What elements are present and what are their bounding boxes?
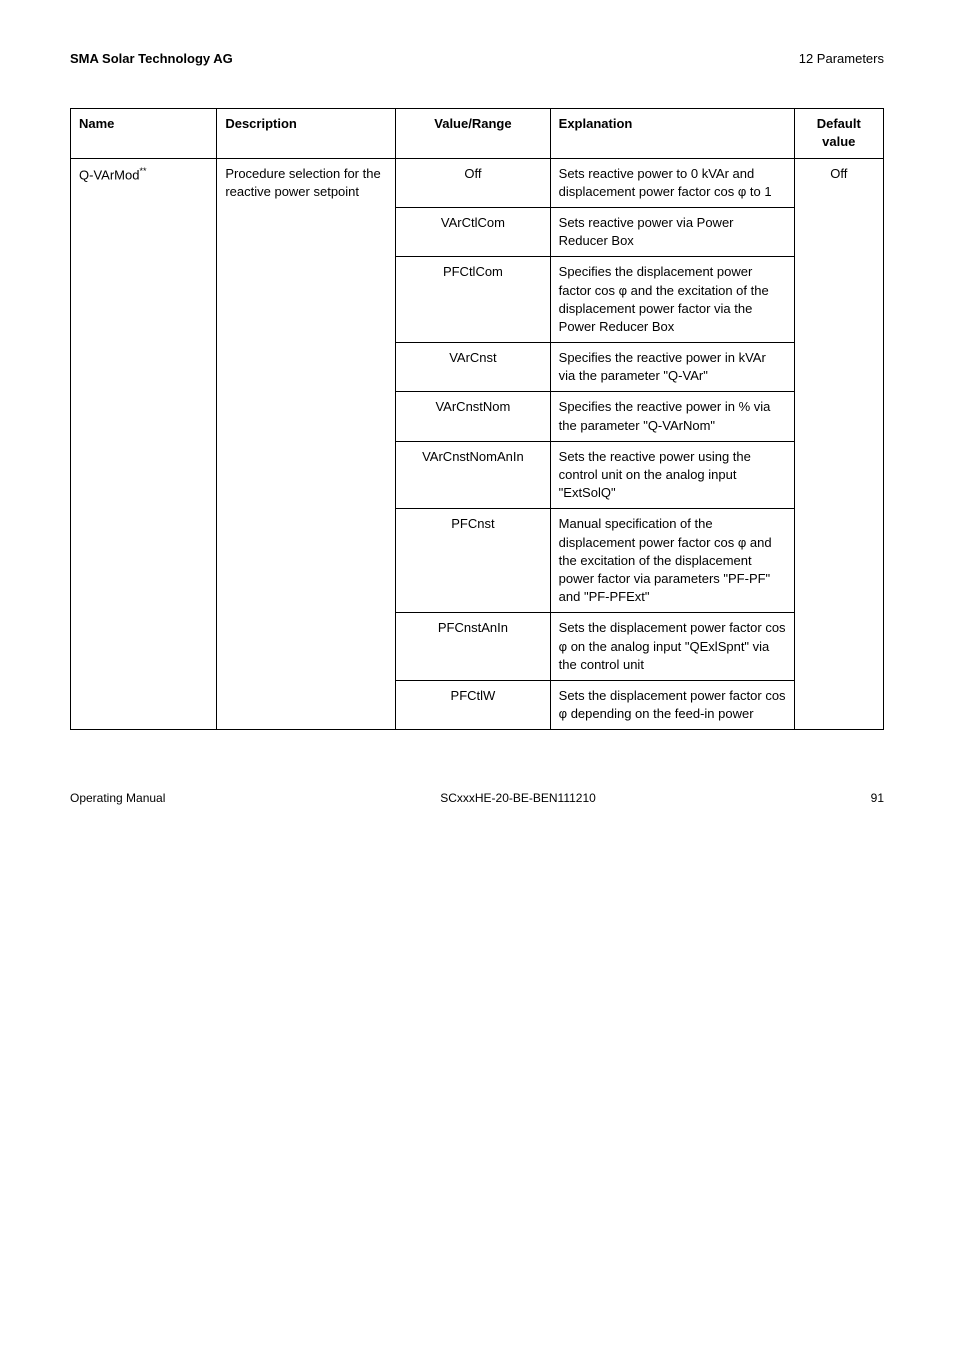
param-name-text: Q-VArMod (79, 167, 139, 182)
parameters-table: Name Description Value/Range Explanation… (70, 108, 884, 730)
cell-explanation: Sets the displacement power factor cos φ… (550, 613, 794, 681)
footer-right: 91 (871, 790, 884, 807)
cell-param-name: Q-VArMod** (71, 158, 217, 730)
th-name: Name (71, 109, 217, 158)
table-header-row: Name Description Value/Range Explanation… (71, 109, 884, 158)
cell-explanation: Specifies the reactive power in % via th… (550, 392, 794, 441)
th-explanation: Explanation (550, 109, 794, 158)
header-section: 12 Parameters (799, 50, 884, 68)
cell-explanation: Sets reactive power to 0 kVAr and displa… (550, 158, 794, 207)
cell-explanation: Sets the displacement power factor cos φ… (550, 680, 794, 729)
cell-default: Off (794, 158, 883, 730)
cell-explanation: Specifies the displacement power factor … (550, 257, 794, 343)
cell-value: Off (396, 158, 550, 207)
cell-explanation: Sets reactive power via Power Reducer Bo… (550, 207, 794, 256)
cell-value: VArCtlCom (396, 207, 550, 256)
th-default: Default value (794, 109, 883, 158)
cell-value: PFCtlCom (396, 257, 550, 343)
footer-left: Operating Manual (70, 790, 165, 807)
cell-explanation: Sets the reactive power using the contro… (550, 441, 794, 509)
cell-explanation: Manual specification of the displacement… (550, 509, 794, 613)
th-description: Description (217, 109, 396, 158)
cell-param-desc: Procedure selection for the reactive pow… (217, 158, 396, 730)
page-header: SMA Solar Technology AG 12 Parameters (70, 50, 884, 68)
cell-value: VArCnstNom (396, 392, 550, 441)
header-company: SMA Solar Technology AG (70, 50, 233, 68)
param-name-sup: ** (139, 166, 146, 176)
page-footer: Operating Manual SCxxxHE-20-BE-BEN111210… (70, 790, 884, 807)
table-row: Q-VArMod** Procedure selection for the r… (71, 158, 884, 207)
cell-value: VArCnstNomAnIn (396, 441, 550, 509)
cell-value: VArCnst (396, 343, 550, 392)
cell-value: PFCnstAnIn (396, 613, 550, 681)
cell-value: PFCnst (396, 509, 550, 613)
th-value-range: Value/Range (396, 109, 550, 158)
cell-explanation: Specifies the reactive power in kVAr via… (550, 343, 794, 392)
footer-center: SCxxxHE-20-BE-BEN111210 (440, 790, 596, 807)
cell-value: PFCtlW (396, 680, 550, 729)
